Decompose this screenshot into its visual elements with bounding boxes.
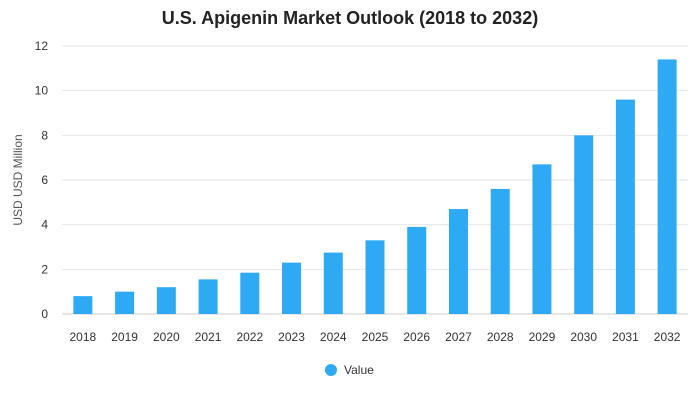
bar-2031[interactable]: [615, 99, 635, 314]
grid-lines: [62, 45, 688, 315]
y-axis-label: USD USD Million: [11, 134, 25, 225]
x-tick-label: 2023: [278, 330, 305, 344]
bar-2020[interactable]: [156, 287, 176, 314]
y-tick-label: 8: [41, 128, 48, 142]
bar-2029[interactable]: [532, 164, 552, 314]
bar-2019[interactable]: [115, 291, 135, 314]
bar-2023[interactable]: [282, 262, 302, 314]
legend-label: Value: [344, 363, 374, 377]
bar-2028[interactable]: [490, 188, 510, 314]
x-tick-label: 2030: [570, 330, 597, 344]
x-tick-label: 2027: [445, 330, 472, 344]
x-tick-label: 2028: [487, 330, 514, 344]
x-tick-label: 2026: [403, 330, 430, 344]
y-tick-label: 4: [41, 218, 48, 232]
y-tick-label: 6: [41, 173, 48, 187]
bar-2022[interactable]: [240, 272, 260, 314]
x-tick-label: 2020: [153, 330, 180, 344]
x-tick-label: 2019: [111, 330, 138, 344]
bar-2030[interactable]: [574, 135, 594, 314]
y-tick-label: 2: [41, 262, 48, 276]
legend-marker: [325, 364, 337, 376]
x-tick-label: 2025: [362, 330, 389, 344]
bar-2018[interactable]: [73, 296, 93, 314]
x-tick-label: 2021: [195, 330, 222, 344]
legend[interactable]: Value: [325, 363, 374, 377]
y-tick-label: 10: [35, 84, 49, 98]
bar-2021[interactable]: [198, 279, 218, 314]
x-tick-label: 2032: [654, 330, 681, 344]
bar-2027[interactable]: [448, 209, 468, 314]
x-tick-label: 2018: [70, 330, 97, 344]
bar-2025[interactable]: [365, 240, 385, 314]
x-tick-label: 2024: [320, 330, 347, 344]
bar-2026[interactable]: [407, 226, 427, 314]
x-axis-ticks: 2018 2019 2020 2021 2022 2023 2024 2025 2026 2027…: [70, 330, 681, 344]
chart-title: U.S. Apigenin Market Outlook (2018 to 20…: [162, 8, 538, 28]
y-tick-label: 12: [35, 39, 49, 53]
bar-2032[interactable]: [657, 59, 677, 315]
bar-2024[interactable]: [323, 252, 343, 314]
y-tick-label: 0: [41, 307, 48, 321]
x-tick-label: 2031: [612, 330, 639, 344]
x-tick-label: 2022: [236, 330, 263, 344]
bars: [73, 59, 677, 315]
x-tick-label: 2029: [529, 330, 556, 344]
y-axis-ticks: 0 2 4 6 8 10 12: [35, 39, 49, 321]
